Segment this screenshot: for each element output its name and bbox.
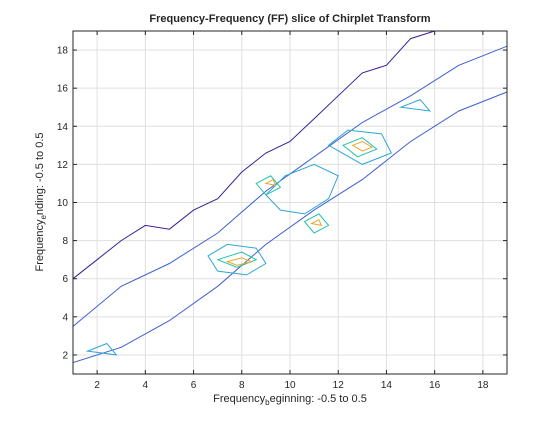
x-axis-label-prefix: Frequency xyxy=(213,393,266,405)
y-tick-label: 14 xyxy=(57,122,69,133)
x-tick-label: 12 xyxy=(333,380,345,391)
x-tick-label: 10 xyxy=(284,380,296,391)
contour-level-4 xyxy=(216,251,258,268)
x-tick-label: 8 xyxy=(239,380,245,391)
contour-level-3 xyxy=(398,99,432,112)
x-axis-label-suffix: eginning: -0.5 to 0.5 xyxy=(269,393,367,405)
y-axis-label-prefix: Frequency xyxy=(34,219,46,272)
y-tick-label: 4 xyxy=(62,312,68,323)
x-axis-label: Frequencybeginning: -0.5 to 0.5 xyxy=(73,393,507,407)
y-tick-label: 10 xyxy=(57,198,69,209)
x-tick-label: 4 xyxy=(143,380,149,391)
y-tick-label: 6 xyxy=(62,274,68,285)
x-tick-label: 6 xyxy=(191,380,197,391)
x-tick-label: 18 xyxy=(477,380,489,391)
grid-lines xyxy=(73,31,507,374)
contour-level-5 xyxy=(310,219,323,227)
x-tick-label: 16 xyxy=(429,380,441,391)
y-tick-label: 2 xyxy=(62,350,68,361)
y-axis-label: Frequencyending: -0.5 to 0.5 xyxy=(34,72,50,332)
x-tick-label: 2 xyxy=(94,380,100,391)
x-axis-label-subscript: b xyxy=(265,398,270,407)
y-axis-label-suffix: nding: -0.5 to 0.5 xyxy=(34,132,46,216)
y-tick-label: 12 xyxy=(57,160,69,171)
contour-level-5 xyxy=(264,178,277,186)
y-tick-label: 18 xyxy=(57,46,69,57)
contour-level-4 xyxy=(342,137,378,158)
contour-level-3 xyxy=(207,243,267,276)
y-axis-label-subscript: e xyxy=(39,215,48,220)
contour-level-3 xyxy=(85,342,118,356)
contour-level-4 xyxy=(303,213,330,234)
contour-level-5 xyxy=(351,140,374,152)
contour-level-3 xyxy=(327,129,392,165)
chart-title: Frequency-Frequency (FF) slice of Chirpl… xyxy=(149,13,431,25)
contour-level-5 xyxy=(225,257,253,266)
contour-level-3 xyxy=(265,163,339,215)
tick-marks: 2 4 6 8 10 12 14 16 18 2 4 6 8 10 12 14 16 18 xyxy=(57,31,507,391)
contour-level-4 xyxy=(255,175,282,196)
x-tick-label: 14 xyxy=(381,380,393,391)
contour-level-1 xyxy=(72,30,435,280)
y-tick-label: 16 xyxy=(57,84,69,95)
y-tick-label: 8 xyxy=(62,236,68,247)
